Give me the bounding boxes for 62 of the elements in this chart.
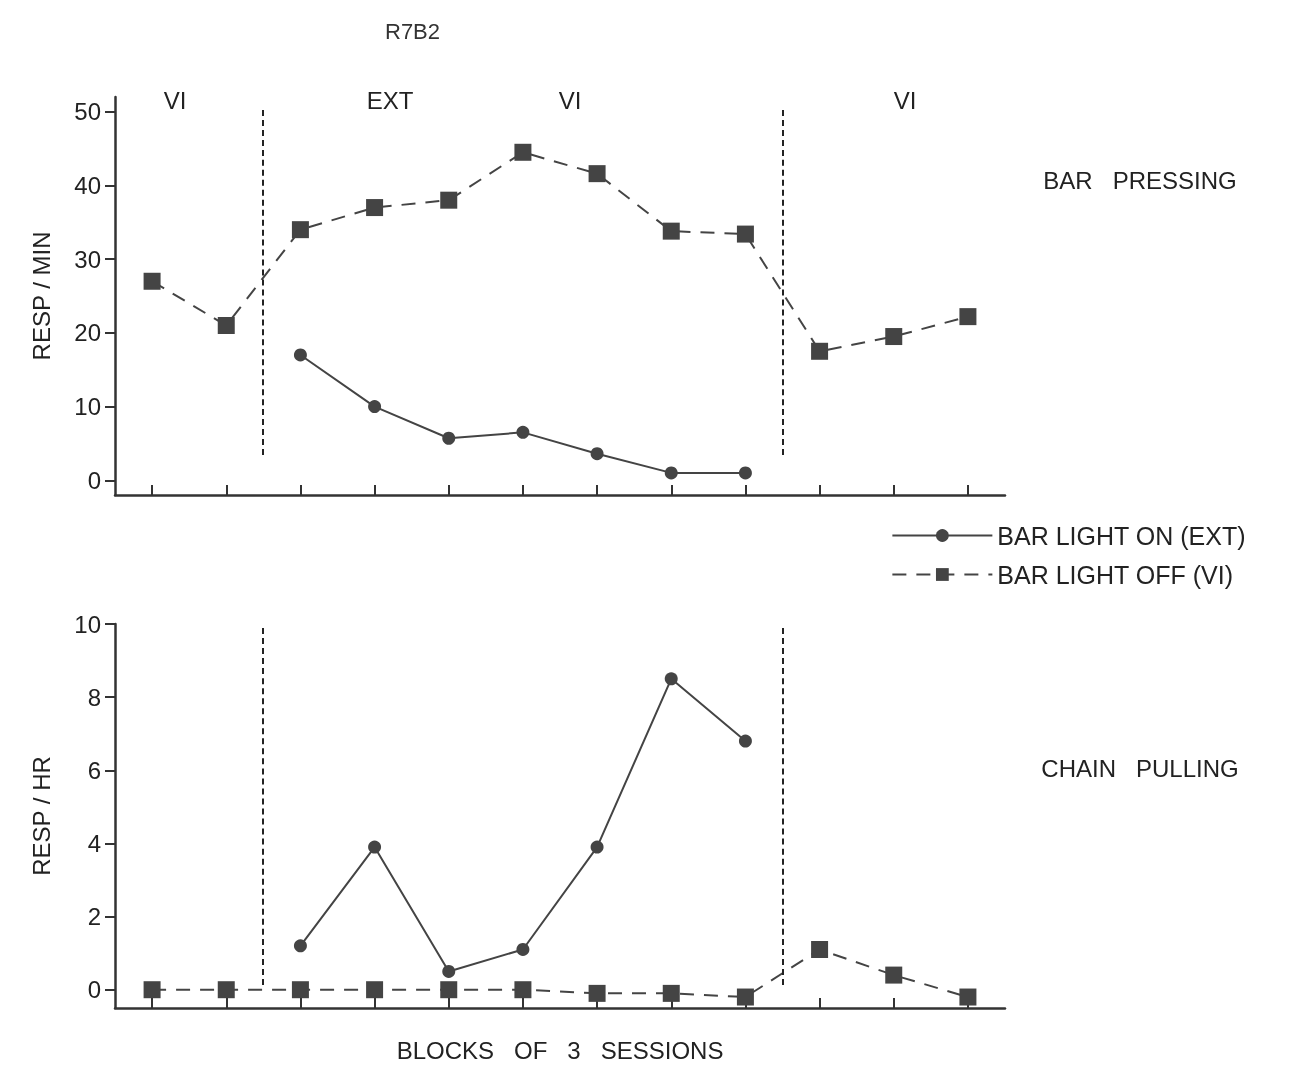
point <box>442 431 456 445</box>
point <box>368 840 382 854</box>
point <box>736 225 754 243</box>
y-tick-label: 0 <box>87 466 101 494</box>
point <box>664 466 678 480</box>
point <box>811 342 829 360</box>
point <box>291 221 309 239</box>
point <box>440 191 458 209</box>
y-tick-label: 6 <box>87 756 101 784</box>
point <box>143 981 161 999</box>
legend-label: BAR LIGHT OFF (VI) <box>997 560 1234 589</box>
y-tick-label: 30 <box>74 245 101 273</box>
point <box>366 981 384 999</box>
point <box>291 981 309 999</box>
point <box>514 143 532 161</box>
point <box>514 981 532 999</box>
y-tick-label: 8 <box>87 683 101 711</box>
point <box>590 840 604 854</box>
y-tick-label: 10 <box>74 610 101 638</box>
point <box>366 199 384 217</box>
y-tick-label: 2 <box>87 903 101 931</box>
point <box>664 672 678 686</box>
point <box>959 308 977 326</box>
y-tick-label: 4 <box>87 829 101 857</box>
point <box>885 966 903 984</box>
point <box>368 400 382 414</box>
y-tick-label: 40 <box>74 171 101 199</box>
y-tick-label: 10 <box>74 393 101 421</box>
y-tick-label: 20 <box>74 319 101 347</box>
text: CHAIN PULLING <box>1041 754 1239 782</box>
point <box>293 939 307 953</box>
chart-title: R7B2 <box>385 18 441 44</box>
y-axis-title: RESP / HR <box>27 756 55 876</box>
annotation: VI <box>893 86 917 114</box>
point <box>590 447 604 461</box>
point <box>440 981 458 999</box>
point <box>588 165 606 183</box>
point <box>217 316 235 334</box>
y-axis-title: RESP / MIN <box>27 231 55 361</box>
point <box>516 942 530 956</box>
point <box>588 984 606 1002</box>
point <box>293 348 307 362</box>
point <box>662 984 680 1002</box>
annotation: VI <box>163 86 187 114</box>
annotation: VI <box>558 86 582 114</box>
point <box>811 940 829 958</box>
point <box>959 988 977 1006</box>
point <box>738 734 752 748</box>
annotation: EXT <box>366 86 414 114</box>
legend-label: BAR LIGHT ON (EXT) <box>997 521 1246 550</box>
y-tick-label: 0 <box>87 976 101 1004</box>
x-axis-title: BLOCKS OF 3 SESSIONS <box>396 1036 724 1064</box>
point <box>143 272 161 290</box>
point <box>738 466 752 480</box>
point <box>516 425 530 439</box>
point <box>736 988 754 1006</box>
y-tick-label: 50 <box>74 98 101 126</box>
point <box>217 981 235 999</box>
point <box>885 328 903 346</box>
point <box>442 964 456 978</box>
point <box>662 222 680 240</box>
text: BAR PRESSING <box>1043 166 1237 194</box>
